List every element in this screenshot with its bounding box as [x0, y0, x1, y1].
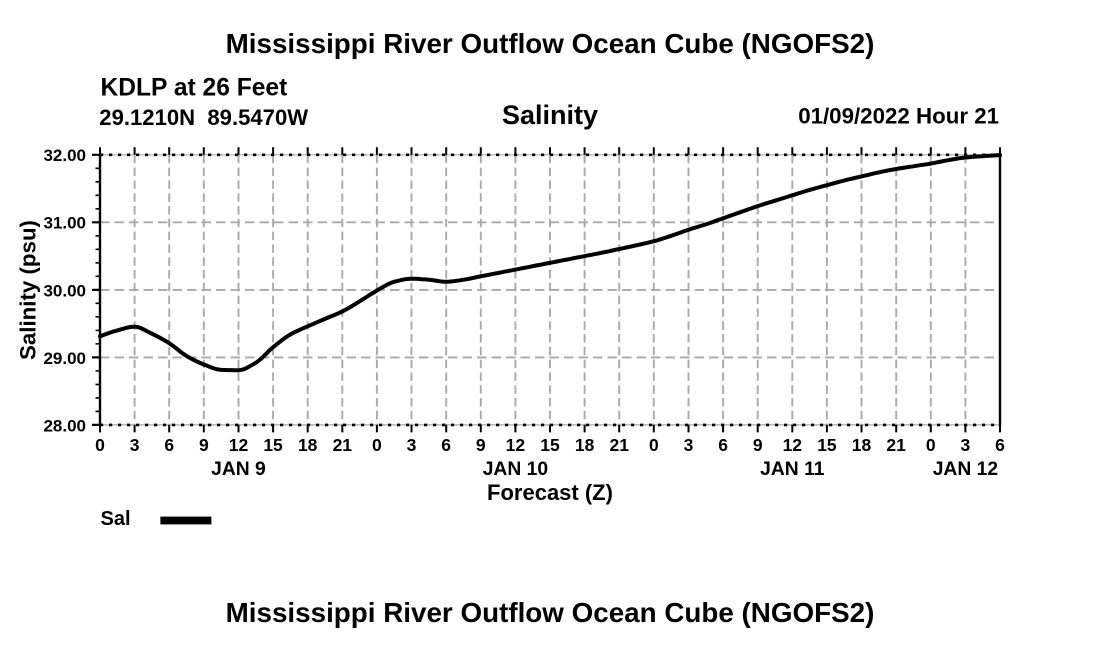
svg-text:JAN 12: JAN 12	[933, 459, 998, 480]
svg-text:12: 12	[229, 435, 249, 455]
svg-text:28.00: 28.00	[43, 416, 86, 435]
svg-text:29.00: 29.00	[43, 349, 86, 368]
svg-text:3: 3	[684, 435, 694, 455]
svg-text:9: 9	[753, 435, 763, 455]
svg-text:Sal: Sal	[101, 508, 131, 530]
svg-text:3: 3	[407, 435, 417, 455]
svg-text:0: 0	[926, 435, 936, 455]
svg-text:18: 18	[575, 435, 595, 455]
svg-text:0: 0	[95, 435, 105, 455]
svg-text:9: 9	[199, 435, 209, 455]
svg-text:6: 6	[718, 435, 728, 455]
svg-text:12: 12	[506, 435, 526, 455]
svg-text:JAN 10: JAN 10	[483, 459, 548, 480]
svg-text:JAN 9: JAN 9	[211, 459, 266, 480]
svg-text:0: 0	[372, 435, 382, 455]
svg-text:6: 6	[441, 435, 451, 455]
svg-text:15: 15	[540, 435, 560, 455]
svg-text:Mississippi River Outflow Ocea: Mississippi River Outflow Ocean Cube (NG…	[226, 28, 875, 59]
svg-text:21: 21	[609, 435, 629, 455]
svg-text:9: 9	[476, 435, 486, 455]
svg-text:6: 6	[995, 435, 1005, 455]
svg-text:0: 0	[649, 435, 659, 455]
svg-text:21: 21	[333, 435, 353, 455]
svg-text:15: 15	[817, 435, 837, 455]
svg-text:18: 18	[298, 435, 318, 455]
svg-text:15: 15	[263, 435, 283, 455]
svg-text:Mississippi River Outflow Ocea: Mississippi River Outflow Ocean Cube (NG…	[226, 597, 875, 628]
svg-text:21: 21	[886, 435, 906, 455]
svg-text:01/09/2022 Hour 21: 01/09/2022 Hour 21	[798, 104, 999, 129]
svg-text:31.00: 31.00	[43, 214, 86, 233]
svg-text:JAN 11: JAN 11	[760, 459, 825, 480]
svg-text:Salinity: Salinity	[502, 100, 598, 130]
svg-text:3: 3	[130, 435, 140, 455]
svg-text:18: 18	[852, 435, 872, 455]
svg-text:KDLP at 26 Feet: KDLP at 26 Feet	[101, 75, 288, 102]
svg-text:6: 6	[164, 435, 174, 455]
svg-text:12: 12	[783, 435, 803, 455]
svg-text:Salinity (psu): Salinity (psu)	[16, 220, 41, 360]
svg-text:29.1210N 89.5470W: 29.1210N 89.5470W	[99, 105, 308, 130]
svg-text:3: 3	[961, 435, 971, 455]
svg-text:Forecast (Z): Forecast (Z)	[487, 480, 613, 505]
svg-text:30.00: 30.00	[43, 281, 86, 300]
svg-text:32.00: 32.00	[43, 146, 86, 165]
